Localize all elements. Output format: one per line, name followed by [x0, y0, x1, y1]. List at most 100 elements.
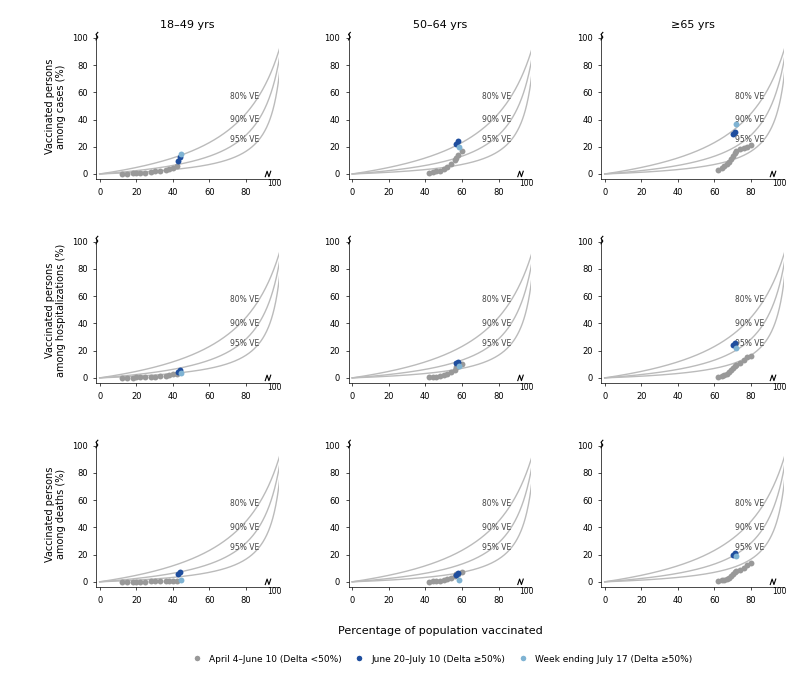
Text: 90% VE: 90% VE	[482, 115, 511, 124]
Point	[445, 572, 458, 583]
Point	[738, 563, 750, 574]
Point	[728, 338, 741, 348]
Point	[741, 141, 754, 152]
Text: 100: 100	[772, 179, 786, 188]
Point	[434, 165, 446, 176]
Point	[126, 168, 139, 179]
Text: 80% VE: 80% VE	[230, 296, 259, 304]
Text: 90% VE: 90% VE	[482, 522, 511, 532]
Point	[730, 145, 743, 156]
Text: 100: 100	[267, 179, 282, 188]
Point	[139, 372, 152, 383]
Text: 95% VE: 95% VE	[734, 135, 764, 144]
Point	[722, 367, 735, 378]
Point	[438, 164, 450, 175]
Point	[126, 372, 139, 383]
Point	[726, 363, 739, 374]
Point	[130, 576, 142, 587]
Point	[730, 342, 743, 353]
Point	[115, 373, 128, 383]
Point	[145, 576, 158, 587]
Point	[438, 575, 450, 586]
Point	[718, 370, 730, 381]
Point	[162, 370, 175, 381]
Point	[448, 364, 461, 375]
Text: 80% VE: 80% VE	[482, 296, 511, 304]
Point	[721, 159, 734, 169]
Y-axis label: Vaccinated persons
among deaths (%): Vaccinated persons among deaths (%)	[45, 466, 66, 562]
Point	[726, 340, 739, 350]
Point	[426, 371, 439, 382]
Point	[445, 367, 458, 377]
Point	[728, 567, 741, 578]
Point	[450, 570, 463, 580]
Point	[718, 574, 730, 585]
Point	[422, 372, 435, 383]
Point	[726, 150, 739, 161]
Text: 90% VE: 90% VE	[734, 522, 764, 532]
Point	[174, 148, 187, 159]
Text: 95% VE: 95% VE	[482, 543, 511, 552]
Point	[718, 161, 730, 172]
Text: 80% VE: 80% VE	[230, 500, 259, 508]
Text: 80% VE: 80% VE	[734, 500, 764, 508]
Point	[115, 168, 128, 179]
Point	[154, 165, 166, 176]
Point	[170, 575, 183, 586]
Point	[741, 560, 754, 571]
Point	[154, 576, 166, 587]
Point	[728, 126, 741, 137]
Point	[159, 371, 172, 381]
Point	[172, 569, 185, 580]
Point	[450, 358, 463, 369]
Point	[725, 571, 738, 582]
Point	[721, 369, 734, 379]
Text: 100: 100	[520, 383, 534, 392]
Point	[121, 168, 134, 179]
Point	[434, 371, 446, 381]
Title: 18–49 yrs: 18–49 yrs	[160, 20, 214, 30]
Point	[734, 358, 746, 369]
Point	[134, 372, 146, 383]
Point	[715, 371, 728, 381]
Point	[448, 570, 461, 581]
Point	[426, 167, 439, 178]
Y-axis label: Vaccinated persons
among cases (%): Vaccinated persons among cases (%)	[45, 59, 66, 155]
Point	[728, 548, 741, 559]
Point	[422, 576, 435, 587]
Y-axis label: Vaccinated persons
among hospitalizations (%): Vaccinated persons among hospitalization…	[45, 244, 66, 377]
Text: 80% VE: 80% VE	[230, 92, 259, 101]
Point	[734, 144, 746, 155]
Point	[441, 574, 454, 585]
Point	[430, 576, 442, 587]
Point	[115, 576, 128, 587]
Text: 100: 100	[520, 179, 534, 188]
Point	[745, 558, 758, 568]
Text: 90% VE: 90% VE	[734, 319, 764, 328]
Text: 90% VE: 90% VE	[230, 115, 259, 124]
Title: ≥65 yrs: ≥65 yrs	[670, 20, 714, 30]
Point	[162, 576, 175, 587]
Point	[166, 369, 179, 380]
Point	[725, 365, 738, 376]
Point	[148, 576, 161, 587]
Point	[712, 165, 725, 176]
Text: 100: 100	[520, 587, 534, 595]
Point	[452, 568, 465, 579]
Point	[430, 166, 442, 177]
Text: 95% VE: 95% VE	[482, 340, 511, 348]
Point	[174, 365, 186, 376]
Point	[159, 576, 172, 587]
Text: 100: 100	[772, 383, 786, 392]
Point	[445, 159, 458, 170]
Point	[126, 576, 139, 587]
Point	[438, 370, 450, 381]
Point	[170, 369, 183, 379]
Point	[166, 163, 179, 173]
Text: 95% VE: 95% VE	[482, 135, 511, 144]
Text: 90% VE: 90% VE	[734, 115, 764, 124]
Point	[455, 359, 468, 370]
Point	[734, 564, 746, 575]
Point	[450, 569, 463, 580]
Text: 80% VE: 80% VE	[734, 92, 764, 101]
